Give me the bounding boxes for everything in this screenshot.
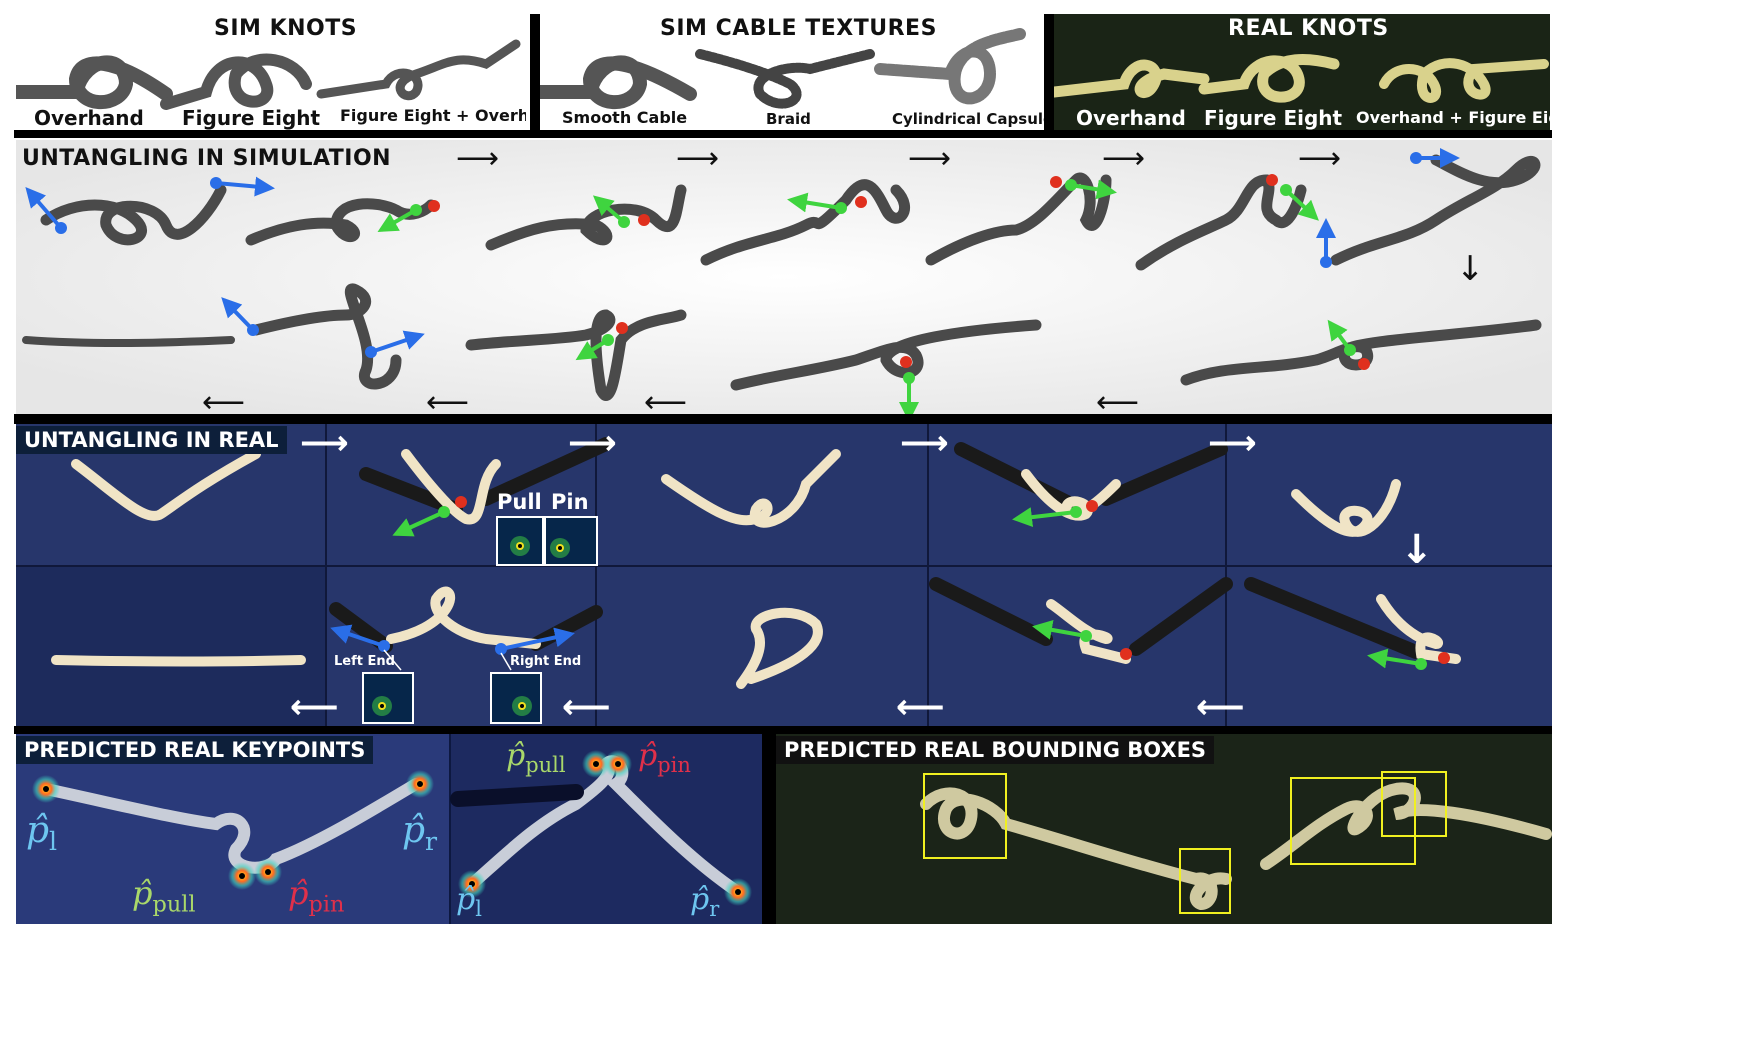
- keypoint-subscript: pin: [308, 891, 345, 918]
- left-arrow: ⟵: [1096, 385, 1140, 415]
- pull-heatmap-inset: [496, 516, 544, 566]
- bboxes-panel: PREDICTED REAL BOUNDING BOXES: [776, 734, 1552, 924]
- left-arrow: ⟵: [290, 687, 339, 726]
- keypoint-subscript: pin: [657, 753, 691, 777]
- left-end-label: Left End: [334, 654, 395, 669]
- right-end-heatmap-inset: [490, 672, 542, 724]
- sim-knot-label-figure-eight: Figure Eight: [182, 106, 321, 130]
- divider: [14, 726, 1552, 734]
- keypoint-pin-label-2: p̂pin: [638, 738, 691, 777]
- real-untangling-panel: UNTANGLING IN REAL Pull Pin Left End Rig…: [16, 424, 1552, 726]
- divider: [14, 414, 1552, 424]
- keypoint-symbol: p̂: [132, 874, 153, 912]
- keypoint-left-label-2: p̂l: [456, 882, 482, 921]
- keypoint-subscript: l: [475, 897, 482, 921]
- sim-knots-panel: SIM KNOTS Overhand Figure Eight Figure E…: [16, 14, 526, 130]
- keypoint-symbol: p̂: [456, 882, 476, 917]
- keypoint-symbol: p̂: [288, 874, 309, 912]
- pin-label: Pin: [551, 490, 589, 514]
- keypoint-subscript: r: [709, 897, 720, 921]
- keypoint-right-label-2: p̂r: [690, 882, 719, 921]
- right-arrow: ⟶: [1102, 141, 1146, 176]
- right-arrow: ⟶: [900, 424, 949, 463]
- pin-heatmap-inset: [544, 516, 598, 566]
- real-knot-label-figure-eight: Figure Eight: [1204, 106, 1343, 130]
- texture-label-smooth: Smooth Cable: [562, 108, 688, 127]
- divider: [530, 14, 540, 130]
- keypoint-symbol: p̂: [506, 738, 526, 773]
- down-arrow: ↓: [1400, 527, 1434, 573]
- right-arrow: ⟶: [568, 424, 617, 463]
- real-knot-label-overhand: Overhand: [1076, 106, 1186, 130]
- right-arrow: ⟶: [908, 141, 952, 176]
- sim-textures-panel: SIM CABLE TEXTURES Smooth Cable Braid Cy…: [540, 14, 1044, 130]
- right-arrow: ⟶: [1208, 424, 1257, 463]
- left-arrow: ⟵: [562, 687, 611, 726]
- sim-untangling-panel: UNTANGLING IN SIMULATION ⟶ ⟶ ⟶ ⟶ ⟶ ↓ ⟵ ⟵…: [16, 140, 1552, 414]
- keypoint-pull-label: p̂pull: [132, 874, 196, 917]
- divider: [1044, 14, 1054, 130]
- keypoint-subscript: l: [49, 827, 58, 857]
- real-knots-panel: REAL KNOTS Overhand Figure Eight Overhan…: [1054, 14, 1550, 130]
- right-end-label: Right End: [510, 654, 582, 669]
- sim-untangling-title: UNTANGLING IN SIMULATION: [22, 146, 392, 171]
- right-arrow: ⟶: [676, 141, 720, 176]
- left-arrow: ⟵: [896, 687, 945, 726]
- real-untangling-title: UNTANGLING IN REAL: [16, 426, 287, 454]
- keypoint-left-label: p̂l: [26, 810, 57, 856]
- divider: [14, 130, 1552, 138]
- right-arrow: ⟶: [456, 141, 500, 176]
- keypoint-symbol: p̂: [26, 810, 50, 851]
- sim-knots-title: SIM KNOTS: [214, 16, 358, 41]
- keypoint-right-label: p̂r: [402, 810, 437, 856]
- texture-label-braid: Braid: [766, 110, 811, 128]
- left-arrow: ⟵: [1196, 687, 1245, 726]
- left-arrow: ⟵: [426, 385, 470, 415]
- keypoints-title: PREDICTED REAL KEYPOINTS: [16, 736, 374, 764]
- keypoint-subscript: pull: [152, 891, 196, 918]
- keypoint-subscript: r: [425, 827, 438, 857]
- keypoint-pull-label-2: p̂pull: [506, 738, 566, 777]
- right-arrow: ⟶: [300, 424, 349, 463]
- keypoint-subscript: pull: [525, 753, 566, 777]
- real-knot-label-overhand-figure-eight: Overhand + Figure Eight: [1356, 108, 1550, 127]
- sim-knot-label-overhand: Overhand: [34, 106, 144, 130]
- left-arrow: ⟵: [644, 385, 688, 415]
- keypoint-pin-label: p̂pin: [288, 874, 344, 917]
- right-arrow: ⟶: [1298, 141, 1342, 176]
- keypoints-panel: PREDICTED REAL KEYPOINTS p̂l p̂r p̂pull …: [16, 734, 762, 924]
- bboxes-title: PREDICTED REAL BOUNDING BOXES: [776, 736, 1215, 764]
- left-end-heatmap-inset: [362, 672, 414, 724]
- texture-label-capsules: Cylindrical Capsules: [892, 110, 1044, 128]
- keypoint-symbol: p̂: [402, 810, 426, 851]
- down-arrow: ↓: [1456, 249, 1485, 289]
- divider: [762, 734, 776, 924]
- sim-knot-label-figure-eight-overhand: Figure Eight + Overhand: [340, 106, 526, 125]
- keypoint-symbol: p̂: [638, 738, 658, 773]
- pull-label: Pull: [497, 490, 542, 514]
- real-knots-title: REAL KNOTS: [1228, 16, 1389, 41]
- left-arrow: ⟵: [202, 385, 246, 415]
- keypoint-symbol: p̂: [690, 882, 710, 917]
- sim-textures-title: SIM CABLE TEXTURES: [660, 16, 937, 41]
